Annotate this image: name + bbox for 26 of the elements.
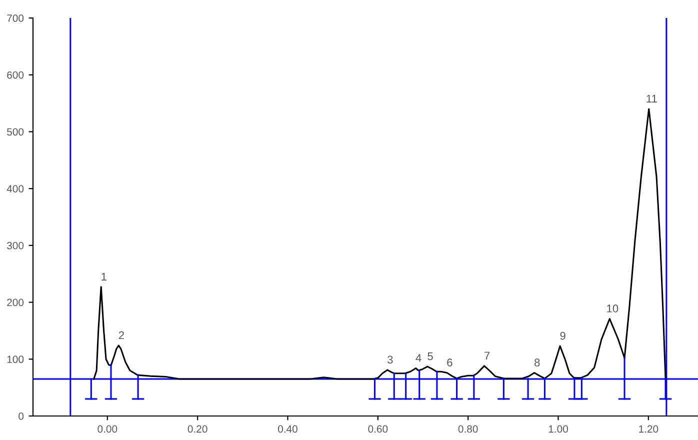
annotation: 7 — [484, 352, 490, 360]
annotation: 5 — [428, 352, 433, 360]
y-tick-label: 500 — [7, 128, 24, 136]
x-tick-label: 0.00 — [98, 425, 118, 433]
y-tick-label: 200 — [7, 298, 24, 306]
annotation: 6 — [447, 358, 452, 366]
y-tick-label: 0 — [18, 412, 24, 420]
annotation: 1 — [102, 272, 106, 280]
x-tick-label: 0.80 — [458, 425, 478, 433]
y-tick-label: 300 — [6, 242, 24, 250]
x-tick-label: 1.20 — [639, 425, 658, 433]
annotation: 10 — [607, 304, 618, 312]
annotation: 9 — [560, 332, 566, 340]
y-tick-label: 600 — [7, 71, 24, 79]
x-tick-label: 1.00 — [548, 425, 568, 433]
y-tick-label: 100 — [7, 356, 24, 364]
x-tick-label: 0.60 — [368, 425, 388, 433]
annotation: 4 — [416, 354, 422, 362]
x-tick-label: 0.20 — [188, 425, 208, 433]
y-tick-label: 400 — [6, 185, 24, 192]
annotation: 11 — [646, 94, 657, 102]
x-tick-label: 0.40 — [278, 425, 298, 433]
annotation: 3 — [387, 356, 393, 364]
y-tick-label: 700 — [7, 14, 24, 22]
annotation: 8 — [534, 358, 540, 366]
annotation: 2 — [118, 331, 124, 340]
